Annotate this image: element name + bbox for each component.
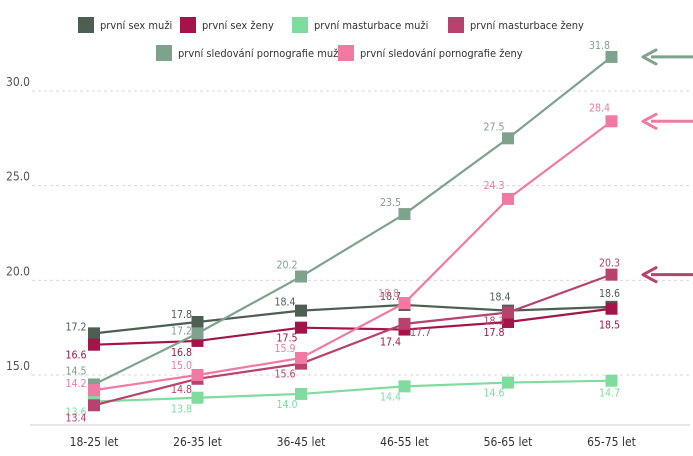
arrow-head-icon [641,48,658,66]
data-label: 13.8 [171,404,192,416]
data-label: 31.8 [589,40,610,52]
legend-label-prvni-sex-zeny: první sex ženy [202,19,274,32]
series-line-prvni-masturbace-muzi [93,379,612,403]
data-point [295,321,307,334]
legend-label-prvni-masturbace-muzi: první masturbace muži [314,19,428,32]
data-point [191,369,204,381]
data-point [88,327,100,340]
legend-label-prvni-sledovani-pornografie-zeny: první sledování pornografie ženy [360,47,523,60]
series-line-prvni-sledovani-pornografie-zeny [93,120,613,392]
x-tick-label: 46-55 let [380,435,429,449]
data-label: 14.7 [599,388,620,400]
y-tick-label: 30.0 [6,75,30,89]
data-point [605,115,618,128]
data-label: 14.5 [65,365,86,377]
data-label: 16.6 [65,350,86,362]
data-point [191,391,204,404]
data-label: 17.8 [171,309,192,321]
series-line-prvni-sledovani-pornografie-muzi [93,56,613,386]
data-label: 17.7 [410,327,431,339]
legend-label-prvni-sex-muzi: první sex muži [100,19,172,32]
data-label: 14.2 [65,378,86,390]
data-label: 18.8 [378,288,399,300]
data-point [191,327,204,340]
legend-label-prvni-sledovani-pornografie-muzi: první sledování pornografie muži [178,47,341,60]
data-label: 14.6 [483,388,504,400]
data-point [295,387,307,400]
data-label: 20.3 [599,258,620,270]
data-point [398,317,411,330]
legend-swatch-prvni-masturbace-zeny [448,17,464,33]
data-label: 18.7 [380,291,401,303]
data-label: 15.9 [274,343,295,355]
data-point [88,384,100,397]
data-point [502,306,514,319]
legend-swatch-prvni-sledovani-pornografie-muzi [156,45,172,61]
data-label: 17.4 [380,337,401,349]
data-label: 13.6 [65,407,86,419]
data-label: 18.4 [274,297,295,309]
x-tick-label: 36-45 let [277,435,326,449]
data-label: 28.4 [589,102,610,114]
data-point [191,315,204,328]
legend-swatch-prvni-sex-zeny [180,17,196,33]
legend-label-prvni-masturbace-zeny: první masturbace ženy [470,19,584,32]
data-label: 27.5 [483,121,504,133]
data-point [295,270,307,283]
legend-swatch-prvni-masturbace-muzi [292,17,308,33]
data-label: 18.6 [599,288,620,300]
data-label: 18.4 [489,292,510,304]
data-point [88,338,100,351]
legend-swatch-prvni-sledovani-pornografie-zeny [338,45,354,61]
data-label: 24.3 [483,180,504,192]
arrow-head-icon [641,112,658,130]
data-point [398,208,411,221]
data-label: 13.4 [65,412,86,424]
data-label: 17.2 [65,321,86,333]
data-point [605,268,618,281]
series-line-prvni-masturbace-zeny [93,273,612,407]
data-label: 17.2 [171,325,192,337]
data-label: 15.0 [171,360,192,372]
data-label: 17.8 [483,327,504,339]
series-line-prvni-sex-muzi [93,303,612,335]
data-label: 14.4 [380,391,401,403]
x-tick-label: 56-65 let [484,435,533,449]
x-tick-label: 18-25 let [70,435,119,449]
data-label: 17.5 [276,333,297,345]
data-point [502,192,514,205]
data-point [605,374,618,387]
data-point [295,304,307,317]
legend-swatch-prvni-sex-muzi [78,17,94,33]
data-point [295,351,307,364]
data-point [502,315,514,328]
data-label: 20.2 [276,260,297,272]
data-point [88,399,100,412]
data-label: 14.8 [171,384,192,396]
y-tick-label: 15.0 [6,359,30,373]
data-label: 18.5 [599,320,620,332]
y-tick-label: 20.0 [6,264,30,278]
data-label: 18.3 [483,316,504,328]
y-tick-label: 25.0 [6,170,30,184]
data-label: 23.5 [380,197,401,209]
data-label: 14.0 [276,399,297,411]
arrow-head-icon [641,266,658,284]
data-point [605,302,618,315]
data-point [502,132,514,145]
x-tick-label: 65-75 let [587,435,636,449]
data-label: 16.8 [171,347,192,359]
data-point [605,50,618,63]
x-tick-label: 26-35 let [173,435,222,449]
data-label: 15.6 [274,369,295,381]
data-point [502,376,514,389]
data-point [398,380,411,393]
data-point [398,297,411,310]
